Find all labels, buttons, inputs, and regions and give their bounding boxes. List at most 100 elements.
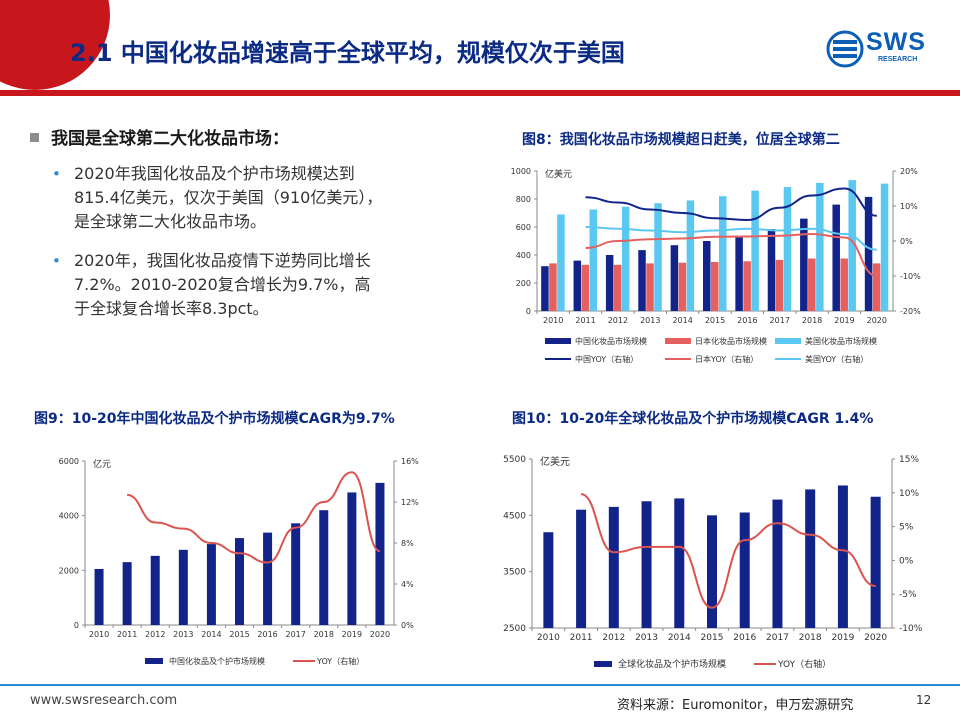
left-tick-label: 6000 [59,457,79,466]
footer-rule [0,684,960,686]
bar [783,187,792,311]
bar [772,499,783,628]
x-tick-label: 2019 [834,316,854,325]
right-tick-label: -20% [900,307,921,316]
bar [347,492,357,625]
bar [646,263,654,311]
bullet-line: 是全球第二大化妆品市场。 [74,212,267,231]
series-line [126,471,381,564]
bar [872,263,881,311]
bar [719,196,727,311]
bar [291,523,301,625]
x-tick-label: 2019 [831,633,854,643]
bar [206,544,216,625]
x-tick-label: 2015 [229,630,249,639]
legend-label: YOY（右轴） [316,656,364,666]
legend-swatch [594,661,612,667]
bar [557,214,565,311]
left-tick-label: 4000 [59,512,79,521]
left-tick-label: 200 [516,279,531,288]
bullet-line: 7.2%。2010-2020复合增长为9.7%，高 [74,275,371,294]
bar [767,229,776,311]
bar [150,555,160,625]
bar [808,258,816,311]
x-tick-label: 2018 [799,633,822,643]
x-tick-label: 2012 [608,316,628,325]
bar [800,218,808,311]
bar [816,182,824,311]
bar [654,203,662,311]
x-tick-label: 2018 [314,630,334,639]
bar [319,510,329,625]
bar [775,259,784,311]
right-tick-label: 10% [899,489,919,499]
right-tick-label: 20% [900,167,918,176]
bar [735,236,743,311]
right-tick-label: -10% [900,272,921,281]
x-tick-label: 2013 [173,630,193,639]
left-tick-label: 3500 [503,568,526,578]
lead-heading: 我国是全球第二大化妆品市场： [30,124,289,149]
footer-website-link[interactable]: www.swsresearch.com [30,693,178,708]
x-tick-label: 2014 [672,316,692,325]
legend-label: 美国化妆品市场规模 [805,336,877,346]
series-line [585,187,877,222]
x-tick-label: 2014 [668,633,691,643]
right-tick-label: 0% [899,556,914,566]
left-tick-label: 4500 [503,511,526,521]
left-tick-label: 5500 [503,455,526,465]
bar [840,258,848,311]
bar [235,538,244,625]
chart-figure-8: 0 200 400 600 800 1000 -20% -10% 0% 10% 20% 亿美元 2010… [511,167,921,364]
header-band [0,0,960,96]
left-tick-label: 1000 [511,167,531,176]
x-tick-label: 2016 [737,316,757,325]
x-tick-label: 2017 [766,633,789,643]
legend-label: 日本化妆品市场规模 [695,336,767,346]
bar [576,509,587,628]
bar [751,190,759,311]
x-tick-label: 2010 [543,316,563,325]
right-tick-label: 8% [401,539,414,548]
right-tick-label: 4% [401,580,414,589]
bar [743,261,751,311]
chart-figure-10: 2500 3500 4500 5500 -10% -5% 0% 5% 10% 15% 亿美元 2010… [503,455,923,670]
page-title: 2.1 中国化妆品增速高于全球平均，规模仅次于美国 [70,39,625,67]
bullet-item: • 2020年我国化妆品及个护市场规模达到 815.4亿美元，仅次于美国（910… [52,162,464,234]
x-tick-label: 2015 [701,633,724,643]
x-tick-label: 2020 [864,633,887,643]
bullet-line: 815.4亿美元，仅次于美国（910亿美元）， [74,188,383,207]
x-tick-label: 2016 [733,633,756,643]
bar [848,180,856,311]
right-tick-label: 0% [401,621,414,630]
bar [541,266,549,311]
bar [581,264,590,311]
right-tick-label: 10% [900,202,918,211]
bar [549,263,557,311]
bar [263,532,273,625]
x-tick-label: 2011 [570,633,593,643]
x-tick-label: 2010 [537,633,560,643]
bar [805,489,816,628]
figure-9-title: 图9：10-20年中国化妆品及个护市场规模CAGR为9.7% [34,411,395,427]
bar [621,206,630,311]
x-tick-label: 2012 [602,633,625,643]
x-tick-label: 2012 [145,630,165,639]
bar [870,496,881,628]
x-tick-label: 2018 [802,316,822,325]
bar [573,260,582,311]
right-tick-label: -10% [899,624,923,634]
bar [375,482,385,625]
left-tick-label: 2500 [503,624,526,634]
bar [739,512,750,628]
bullet-line: 2020年我国化妆品及个护市场规模达到 [74,164,355,183]
x-tick-label: 2017 [770,316,790,325]
x-tick-label: 2017 [286,630,306,639]
legend-swatch [775,338,801,344]
bullet-dot-icon: • [52,252,61,270]
bar [641,501,652,628]
right-tick-label: 0% [900,237,913,246]
bar [864,196,873,311]
legend-swatch [145,658,163,664]
bar [678,262,687,311]
